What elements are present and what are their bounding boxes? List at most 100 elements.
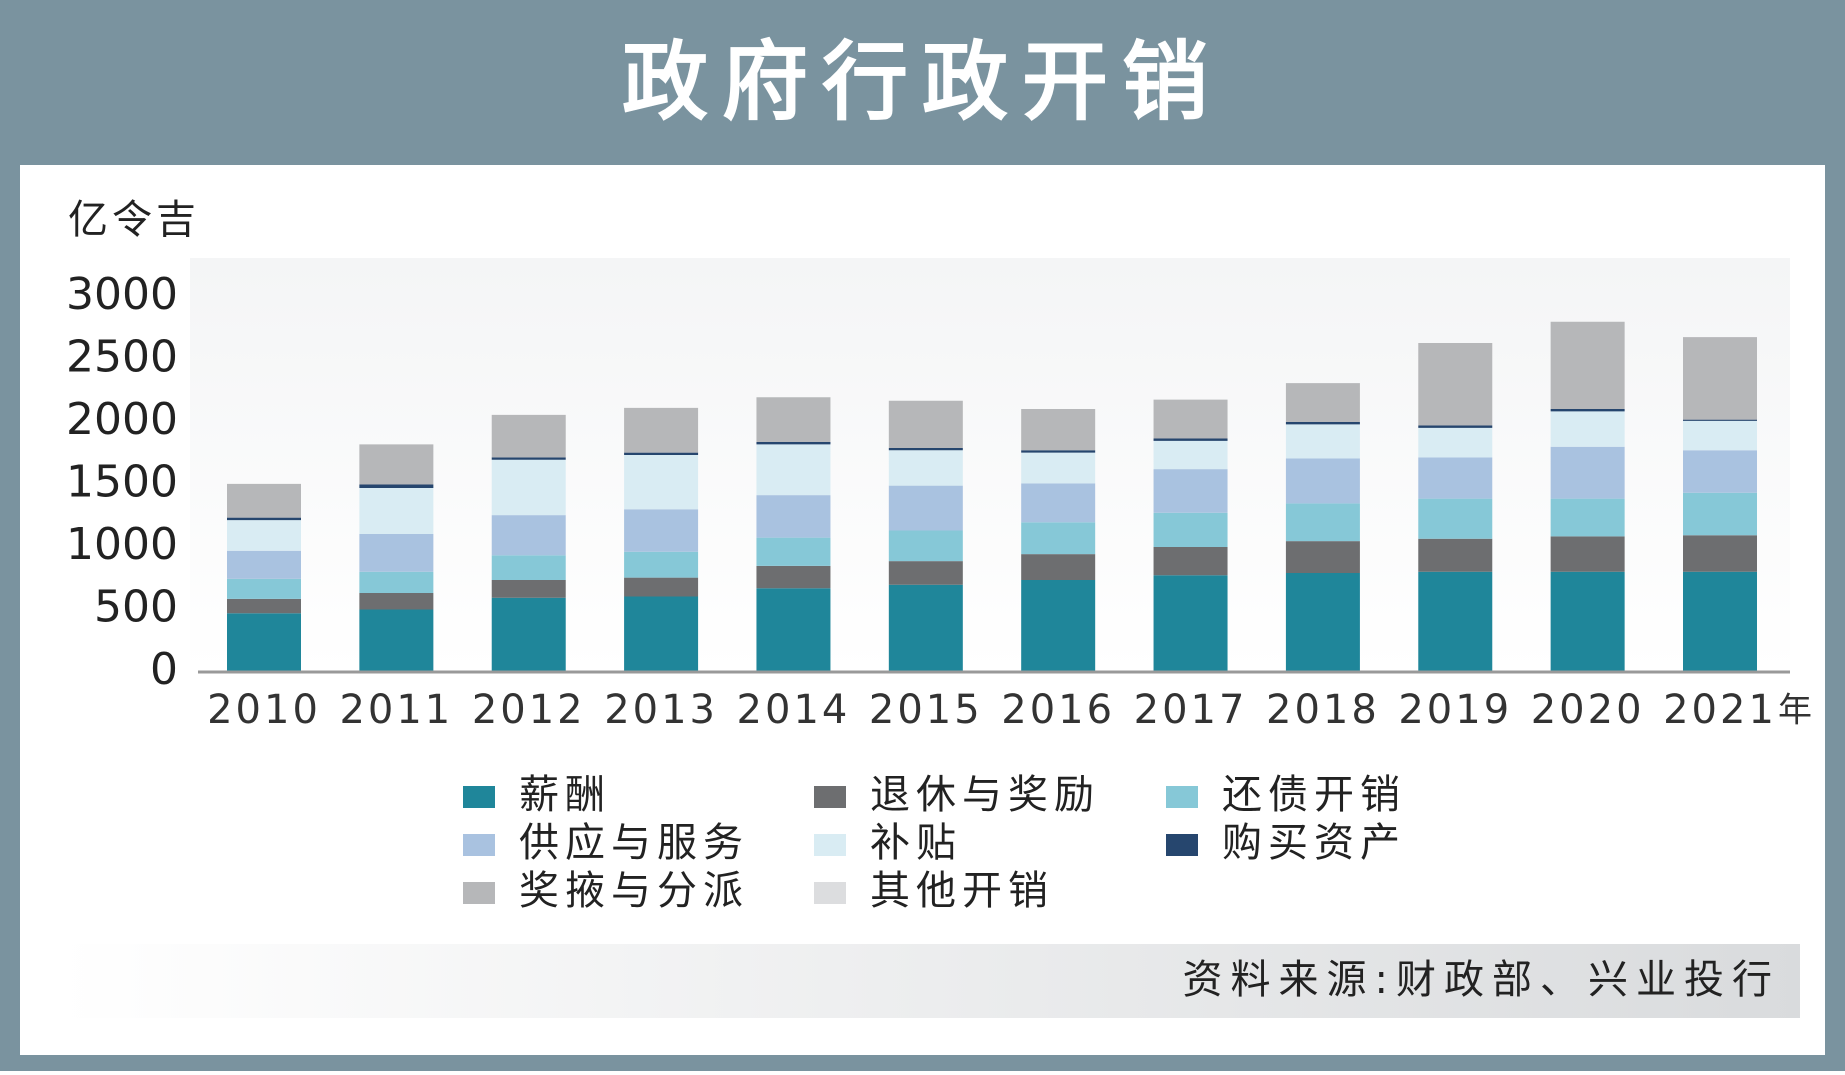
bar-segment <box>1418 343 1493 426</box>
bar-segment <box>359 488 434 534</box>
bar-segment <box>1550 409 1625 412</box>
bar-segment <box>359 571 434 593</box>
bar-segment <box>1285 422 1360 425</box>
legend-swatch <box>463 882 495 904</box>
bar-segment <box>491 459 566 516</box>
bar-segment <box>491 457 566 460</box>
x-tick-label: 2018 <box>1266 687 1380 733</box>
x-tick-label: 2012 <box>472 687 586 733</box>
bar-segment <box>1550 498 1625 537</box>
bar-segment <box>1021 409 1096 451</box>
y-tick-label: 2000 <box>66 394 178 445</box>
legend-label: 退休与奖励 <box>870 772 1100 818</box>
bar-segment <box>1285 424 1360 459</box>
y-tick-label: 500 <box>94 582 178 633</box>
bar-segment <box>624 551 699 578</box>
legend-label: 补贴 <box>870 820 962 866</box>
x-tick-label: 2014 <box>737 687 851 733</box>
x-tick-label: 2013 <box>604 687 718 733</box>
x-tick-label: 2015 <box>869 687 983 733</box>
legend-label: 还债开销 <box>1222 772 1406 818</box>
bar-segment <box>227 520 301 551</box>
x-tick-label: 2010 <box>207 687 321 733</box>
bar-segment <box>1153 440 1228 470</box>
bar-segment <box>359 484 434 488</box>
bar-segment <box>1021 580 1096 672</box>
legend-swatch <box>463 786 495 808</box>
y-tick-label: 1500 <box>66 457 178 508</box>
bar-segment <box>1153 575 1228 672</box>
legend-swatch <box>1166 786 1198 808</box>
legend-swatch <box>814 834 846 856</box>
bar-segment <box>1021 554 1096 580</box>
bar-segment <box>624 577 699 597</box>
bar-segment <box>624 455 699 510</box>
bar-segment <box>1683 420 1757 451</box>
bar-segment <box>1683 450 1757 493</box>
bar-segment <box>1418 457 1493 499</box>
bar-segment <box>1683 535 1757 572</box>
plot-background <box>190 258 1790 672</box>
y-tick-label: 2500 <box>66 332 178 383</box>
y-axis-label: 亿令吉 <box>68 197 200 243</box>
bar-segment <box>359 444 434 485</box>
bar-segment <box>1153 399 1228 439</box>
bar-segment <box>888 448 963 451</box>
bar-segment <box>1683 419 1757 421</box>
legend-label: 薪酬 <box>519 772 611 818</box>
bar-segment <box>888 400 963 448</box>
bar-segment <box>1418 425 1493 428</box>
bar-segment <box>491 555 566 580</box>
bar-segment <box>227 517 301 521</box>
bar-segment <box>1550 411 1625 447</box>
bar-segment <box>227 613 301 672</box>
bar-segment <box>1550 321 1625 409</box>
bar-segment <box>1285 573 1360 672</box>
source: 资料来源:财政部、兴业投行 <box>1183 957 1780 1003</box>
x-tick-label: 2016 <box>1001 687 1115 733</box>
x-tick-label: 2017 <box>1134 687 1248 733</box>
bar-segment <box>756 537 831 566</box>
bar-segment <box>1153 438 1228 441</box>
bar-segment <box>359 534 434 572</box>
bar-segment <box>888 485 963 531</box>
legend-swatch <box>814 786 846 808</box>
bar-segment <box>1021 450 1096 453</box>
bar-segment <box>1153 469 1228 513</box>
bar-segment <box>1418 498 1493 539</box>
bar-segment <box>756 442 831 445</box>
y-tick-label: 0 <box>150 644 178 695</box>
bar-segment <box>359 609 434 672</box>
bar-segment <box>888 450 963 486</box>
bar-segment <box>1153 512 1228 547</box>
x-axis-unit: 年 <box>1778 691 1812 731</box>
bar-segment <box>227 578 301 599</box>
legend-label: 奖掖与分派 <box>519 868 749 914</box>
x-tick-label: 2020 <box>1531 687 1645 733</box>
legend-label: 供应与服务 <box>519 820 749 866</box>
bar-segment <box>1285 541 1360 573</box>
chart-title: 政府行政开销 <box>622 32 1222 132</box>
bar-segment <box>1418 538 1493 572</box>
bar-segment <box>227 550 301 579</box>
bar-segment <box>624 509 699 552</box>
x-tick-label: 2021 <box>1663 687 1777 733</box>
bar-segment <box>756 397 831 442</box>
bar-segment <box>1418 571 1493 672</box>
bar-segment <box>1683 571 1757 672</box>
bar-segment <box>1021 483 1096 523</box>
bar-segment <box>1153 547 1228 576</box>
bar-segment <box>1021 522 1096 555</box>
bar-segment <box>888 561 963 585</box>
bar-segment <box>227 598 301 614</box>
bar-segment <box>888 584 963 672</box>
bar-segment <box>1285 458 1360 504</box>
bar-segment <box>491 580 566 598</box>
bar-segment <box>1550 536 1625 572</box>
bar-segment <box>491 414 566 458</box>
legend-swatch <box>463 834 495 856</box>
bar-segment <box>1550 571 1625 672</box>
y-tick-label: 3000 <box>66 269 178 320</box>
legend-label: 购买资产 <box>1222 820 1406 866</box>
